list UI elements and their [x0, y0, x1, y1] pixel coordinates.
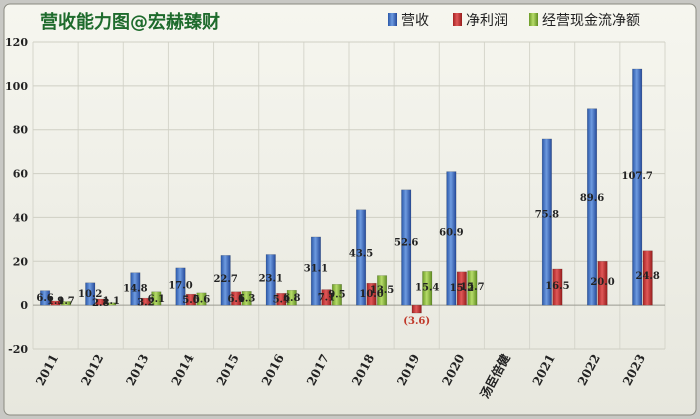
data-label-operating-cash-flow: 5.6	[193, 294, 210, 305]
bar-revenue	[541, 138, 552, 306]
legend-swatch-operating-cash-flow	[529, 13, 538, 26]
y-tick-label: 80	[13, 124, 29, 137]
bar-net-profit	[552, 268, 563, 306]
legend-swatch-revenue	[388, 13, 397, 26]
data-label-revenue: 10.2	[78, 289, 102, 300]
bar-net-profit	[140, 297, 151, 306]
bar-net-profit	[186, 293, 196, 306]
data-label-revenue: 89.6	[580, 193, 604, 204]
data-label-revenue: 6.6	[36, 293, 53, 304]
data-label-revenue: 75.8	[535, 210, 559, 221]
data-label-net-profit: 24.8	[635, 271, 659, 282]
bar-net-profit	[642, 250, 653, 306]
bar-operating-cash-flow	[422, 271, 433, 306]
data-label-operating-cash-flow: 1.7	[57, 296, 74, 307]
chart-background	[3, 3, 697, 416]
data-label-net-profit: 2.8	[92, 298, 109, 309]
y-tick-label: 60	[13, 168, 29, 181]
bar-revenue	[130, 272, 141, 306]
bar-revenue	[446, 171, 457, 306]
data-label-revenue: 17.0	[168, 281, 192, 292]
bar-net-profit	[597, 261, 608, 306]
data-label-net-profit: 5.4	[273, 295, 290, 306]
bar-revenue	[265, 254, 276, 306]
data-label-net-profit: 3.2	[137, 297, 154, 308]
bar-operating-cash-flow	[467, 270, 478, 306]
bar-revenue	[220, 255, 231, 306]
bar-net-profit	[456, 271, 467, 306]
data-label-operating-cash-flow: 13.5	[370, 285, 394, 296]
data-label-revenue: 43.5	[349, 249, 373, 260]
data-label-revenue: 14.8	[123, 283, 147, 294]
bar-revenue	[401, 189, 412, 306]
bar-operating-cash-flow	[331, 284, 342, 306]
y-tick-label: 120	[5, 36, 28, 49]
bar-revenue	[356, 209, 367, 306]
bar-revenue	[632, 68, 643, 306]
data-label-net-profit: 10.0	[359, 289, 383, 300]
bar-net-profit	[50, 300, 61, 306]
data-label-operating-cash-flow: 6.3	[238, 294, 255, 305]
data-label-revenue: 31.1	[304, 264, 328, 275]
bar-operating-cash-flow	[151, 291, 162, 306]
data-label-operating-cash-flow: 9.5	[328, 290, 345, 301]
y-tick-label: -20	[8, 343, 28, 356]
legend-label-operating-cash-flow: 经营现金流净额	[542, 13, 640, 29]
bar-net-profit	[366, 282, 377, 306]
bar-net-profit	[95, 298, 106, 306]
data-label-operating-cash-flow: 1.1	[103, 296, 120, 307]
bar-revenue	[175, 267, 186, 306]
bar-revenue	[587, 108, 598, 306]
y-tick-label: 100	[5, 80, 28, 93]
y-axis: -20 0 20 40 60 80 100 120	[5, 36, 28, 356]
data-label-revenue: 107.7	[622, 171, 653, 182]
data-label-net-profit: 7.1	[318, 293, 335, 304]
data-label-operating-cash-flow: 6.1	[148, 294, 165, 305]
bar-operating-cash-flow	[196, 292, 207, 306]
data-label-revenue: 22.7	[213, 274, 237, 285]
gridlines	[32, 41, 666, 350]
data-label-operating-cash-flow: 6.8	[283, 293, 300, 304]
y-tick-label: 40	[13, 211, 29, 224]
bar-revenue	[85, 282, 96, 306]
bar-operating-cash-flow	[106, 302, 117, 306]
y-tick-label: 0	[20, 299, 28, 312]
bar-net-profit	[411, 304, 422, 314]
bar-operating-cash-flow	[377, 275, 388, 306]
data-label-net-profit: 1.9	[47, 296, 64, 307]
data-label-operating-cash-flow: 15.4	[415, 283, 439, 294]
data-label-revenue: 52.6	[394, 238, 418, 249]
y-tick-label: 20	[13, 255, 29, 268]
legend-label-revenue: 营收	[401, 13, 429, 29]
data-labels: 6.61.91.710.22.81.114.83.26.117.05.05.62…	[36, 171, 660, 327]
legend: 营收 净利润 经营现金流净额	[388, 13, 640, 29]
legend-swatch-net-profit	[453, 13, 462, 26]
legend-label-net-profit: 净利润	[466, 13, 508, 29]
data-label-net-profit: (3.6)	[403, 316, 430, 327]
bar-operating-cash-flow	[61, 301, 72, 306]
data-label-revenue: 23.1	[259, 273, 283, 284]
data-label-net-profit: 16.5	[545, 281, 569, 292]
bar-operating-cash-flow	[286, 289, 297, 306]
bar-operating-cash-flow	[241, 291, 252, 306]
bar-net-profit	[321, 289, 332, 306]
data-label-net-profit: 15.2	[450, 283, 474, 294]
bars	[40, 68, 653, 314]
bar-net-profit	[276, 293, 287, 306]
data-label-net-profit: 20.0	[590, 277, 614, 288]
bar-revenue	[40, 290, 51, 306]
chart-title: 营收能力图@宏赫臻财	[40, 11, 220, 33]
data-label-revenue: 60.9	[439, 228, 463, 239]
data-label-net-profit: 5.0	[182, 295, 199, 306]
bar-revenue	[310, 236, 321, 306]
data-label-operating-cash-flow: 15.7	[460, 282, 484, 293]
bar-net-profit	[231, 291, 242, 306]
data-label-net-profit: 6.1	[227, 294, 244, 305]
